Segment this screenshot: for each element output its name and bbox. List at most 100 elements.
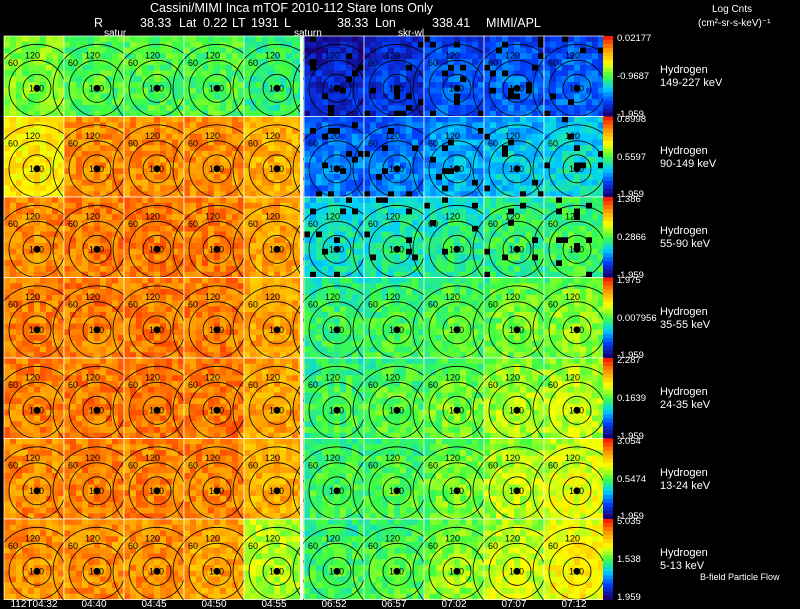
cell	[508, 197, 515, 204]
cell	[544, 243, 551, 250]
contour-line	[382, 73, 412, 103]
cell	[574, 36, 581, 43]
center-dot	[393, 165, 401, 173]
cell	[466, 53, 473, 60]
cell	[544, 156, 551, 163]
cell	[46, 59, 53, 66]
cell	[490, 110, 497, 117]
cell	[220, 197, 227, 204]
contour-line	[382, 234, 412, 264]
cell	[256, 59, 263, 66]
cell	[340, 53, 347, 60]
cell	[406, 214, 413, 221]
cell	[184, 99, 191, 106]
cell	[520, 47, 527, 54]
cell	[10, 220, 17, 227]
cell	[376, 87, 383, 94]
cell	[82, 179, 89, 186]
cell	[34, 220, 41, 227]
cell	[238, 168, 245, 175]
colorbar-segment	[603, 56, 613, 61]
cell	[376, 64, 383, 71]
cell	[424, 70, 431, 77]
cell	[112, 122, 119, 129]
cell	[46, 185, 53, 192]
cell	[10, 254, 17, 261]
cell	[382, 168, 389, 175]
cell	[418, 116, 425, 123]
cell	[82, 76, 89, 83]
cell	[154, 306, 161, 313]
cell	[370, 162, 377, 169]
cell	[166, 59, 173, 66]
cell	[496, 70, 503, 77]
contour-line	[82, 234, 112, 264]
cell	[250, 260, 257, 267]
cell	[4, 82, 11, 89]
cell	[226, 47, 233, 54]
cell	[268, 36, 275, 43]
cell	[148, 59, 155, 66]
cell	[490, 185, 497, 192]
cell	[226, 243, 233, 250]
cell	[304, 59, 311, 66]
cell	[160, 93, 167, 100]
cell	[364, 248, 371, 255]
cell	[538, 122, 545, 129]
cell	[538, 36, 545, 43]
cell	[148, 191, 155, 198]
cell	[484, 47, 491, 54]
cell	[220, 87, 227, 94]
cell	[382, 248, 389, 255]
cell	[574, 70, 581, 77]
cell	[406, 156, 413, 163]
cell	[508, 266, 515, 273]
cell	[370, 133, 377, 140]
cell	[166, 248, 173, 255]
cell	[484, 202, 491, 209]
cell	[220, 99, 227, 106]
cell	[400, 208, 407, 215]
cell	[538, 185, 545, 192]
cell	[154, 36, 161, 43]
cell	[532, 248, 539, 255]
cell	[184, 254, 191, 261]
cell	[250, 64, 257, 71]
cell	[370, 99, 377, 106]
cell	[46, 174, 53, 181]
cell	[520, 59, 527, 66]
cell	[106, 266, 113, 273]
cell	[88, 70, 95, 77]
cell	[106, 243, 113, 250]
cell	[136, 47, 143, 54]
cell	[34, 300, 41, 307]
cell	[4, 283, 11, 290]
cell	[292, 237, 299, 244]
cell	[88, 312, 95, 319]
cell	[124, 231, 131, 238]
cell	[46, 220, 53, 227]
cell	[466, 202, 473, 209]
cell	[262, 128, 269, 135]
cell	[574, 156, 581, 163]
cell	[472, 82, 479, 89]
cell	[106, 162, 113, 169]
cell	[112, 197, 119, 204]
cell	[322, 59, 329, 66]
cell	[310, 99, 317, 106]
cell	[16, 248, 23, 255]
cell	[598, 139, 605, 146]
center-dot	[213, 165, 221, 173]
cell	[316, 197, 323, 204]
cell	[118, 329, 125, 336]
cell	[400, 225, 407, 232]
cell	[550, 128, 557, 135]
cell	[28, 162, 35, 169]
cell	[568, 191, 575, 198]
cell	[508, 145, 515, 152]
cell	[490, 191, 497, 198]
cell	[556, 156, 563, 163]
cell	[118, 202, 125, 209]
cell	[580, 64, 587, 71]
